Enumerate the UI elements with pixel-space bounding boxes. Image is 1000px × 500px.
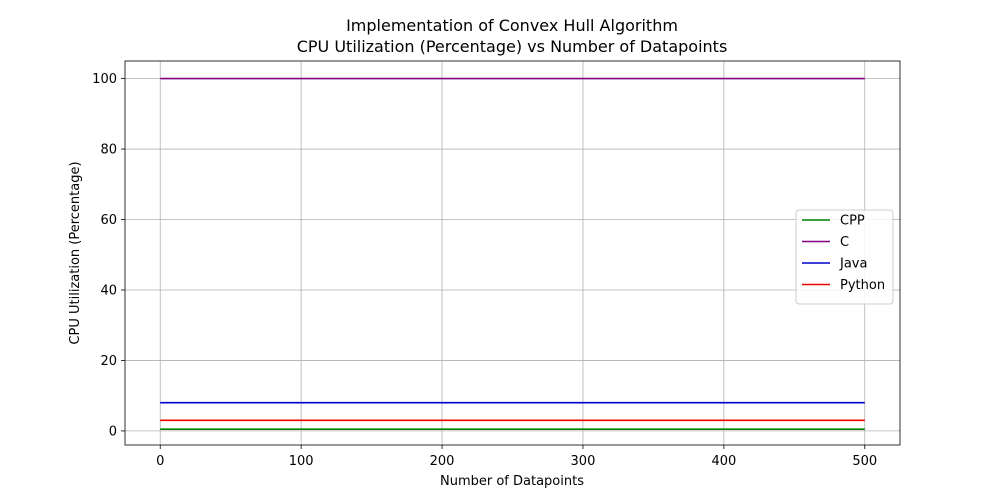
y-tick-label: 0 [109,424,117,439]
y-tick-label: 80 [100,143,117,158]
x-axis-ticks: 0 100 200 300 400 500 [156,445,877,469]
legend-label-cpp: CPP [840,214,865,229]
legend-label-java: Java [839,257,867,272]
x-tick-label: 500 [852,454,877,469]
legend-label-c: C [840,235,849,250]
x-tick-label: 400 [711,454,736,469]
y-tick-label: 100 [92,72,117,87]
legend-label-python: Python [840,278,885,293]
y-axis-label: CPU Utilization (Percentage) [68,161,83,344]
y-tick-label: 60 [100,213,117,228]
grid [125,61,900,445]
y-axis-ticks: 0 20 40 60 80 100 [92,72,125,439]
x-tick-label: 300 [571,454,596,469]
y-tick-label: 40 [100,283,117,298]
series-lines [160,77,865,430]
x-axis-label: Number of Datapoints [440,474,584,489]
x-tick-label: 200 [430,454,455,469]
chart-title: Implementation of Convex Hull Algorithm [346,16,678,35]
x-tick-label: 100 [289,454,314,469]
legend: CPP C Java Python [795,209,894,305]
plot-area-frame [124,60,901,446]
chart-subtitle: CPU Utilization (Percentage) vs Number o… [297,37,728,56]
legend-box [795,209,894,305]
x-tick-label: 0 [156,454,164,469]
y-tick-label: 20 [100,354,117,369]
